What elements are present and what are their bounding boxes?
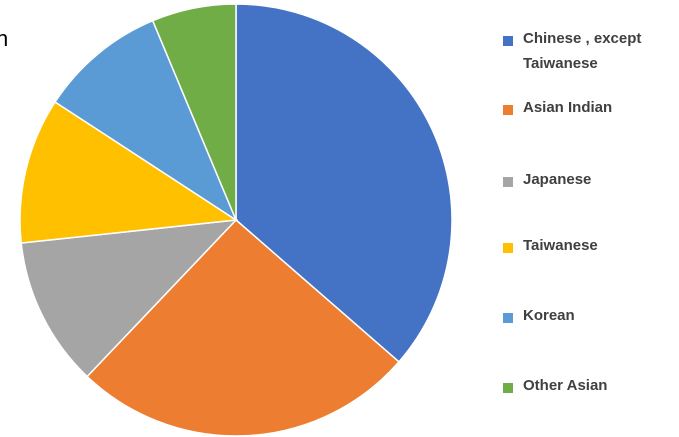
pie-slice (19, 100, 239, 244)
legend-label: Korean (523, 307, 575, 324)
pie-slice (86, 218, 400, 437)
chart-title: n (0, 26, 9, 51)
legend-swatch (503, 36, 513, 46)
legend-item: Taiwanese (503, 237, 653, 258)
legend-label: Other Asian (523, 377, 608, 394)
legend-item: Other Asian (503, 377, 653, 398)
pie-slice (151, 3, 237, 221)
legend-item: Japanese (503, 171, 653, 192)
pie-slice (54, 19, 238, 222)
legend-label: Chinese , except Taiwanese (523, 30, 642, 72)
legend-swatch (503, 243, 513, 253)
pie-slice (235, 3, 453, 363)
legend-item: Asian Indian (503, 99, 653, 120)
legend-swatch (503, 383, 513, 393)
legend-item: Korean (503, 307, 653, 328)
pie-slice (20, 219, 238, 378)
legend-swatch (503, 313, 513, 323)
legend-label: Taiwanese (523, 237, 598, 254)
legend-swatch (503, 177, 513, 187)
legend-label: Asian Indian (523, 99, 613, 116)
legend-item: Chinese , except Taiwanese (503, 30, 653, 76)
legend-swatch (503, 105, 513, 115)
legend-label: Japanese (523, 171, 592, 188)
